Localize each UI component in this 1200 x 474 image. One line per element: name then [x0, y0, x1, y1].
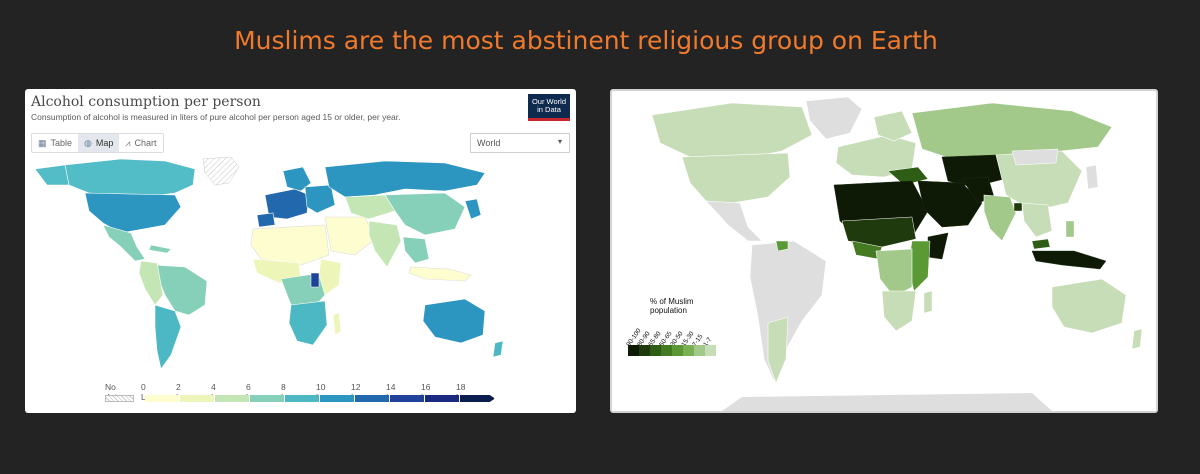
map-region-china	[384, 192, 466, 236]
muslim-legend-swatch	[672, 345, 683, 356]
muslim-legend-title: % of Muslim population	[650, 297, 694, 315]
muslim-legend-swatches	[628, 345, 716, 356]
view-tabs: ▦ Table ◍ Map ⩘ Chart	[31, 133, 164, 153]
owid-logo[interactable]: Our World in Data	[528, 94, 570, 121]
map-region-indonesia	[408, 266, 472, 282]
line-chart-icon: ⩘	[125, 137, 131, 148]
map-region-usa	[84, 192, 182, 234]
map-region-madagascar	[332, 312, 342, 336]
map-region-balkans-turkey	[887, 166, 929, 186]
map-region-north-africa	[250, 224, 330, 266]
map-region-japan	[1085, 164, 1099, 190]
map-region-korea-japan	[464, 198, 482, 220]
map-region-middle-east	[324, 216, 376, 256]
map-region-se-asia	[402, 236, 430, 264]
tab-map[interactable]: ◍ Map	[78, 134, 120, 152]
legend-no-data-swatch	[105, 395, 134, 402]
map-region-alaska	[34, 164, 70, 186]
legend-tick-label: 0 L	[141, 382, 146, 402]
map-region-se-asia	[1021, 202, 1053, 238]
table-icon: ▦	[38, 137, 47, 148]
muslim-legend-swatch	[639, 345, 650, 356]
map-region-central-asia	[344, 194, 396, 220]
muslim-map-panel: % of Muslim population 90-100 80-90 65-80 5…	[610, 89, 1158, 413]
tab-chart[interactable]: ⩘ Chart	[125, 137, 157, 149]
map-region-southern-africa	[288, 300, 328, 346]
map-region-antarctica	[722, 393, 1052, 411]
map-region-india	[983, 194, 1017, 242]
muslim-legend-swatch	[628, 345, 639, 356]
muslim-legend-swatch	[650, 345, 661, 356]
map-region-eastern-europe	[304, 184, 336, 214]
map-region-new-zealand	[1131, 328, 1143, 350]
map-region-russia	[324, 160, 486, 198]
region-select[interactable]: World ▾	[470, 133, 570, 153]
map-region-brazil	[152, 264, 208, 316]
map-region-central-africa	[875, 248, 913, 298]
map-region-madagascar	[923, 290, 933, 314]
globe-icon: ◍	[84, 137, 92, 148]
legend-color-swatch	[355, 395, 390, 402]
map-region-indonesia	[1031, 250, 1107, 270]
legend-color-swatch	[320, 395, 355, 402]
map-region-philippines	[1065, 220, 1075, 238]
muslim-legend-swatch	[705, 345, 716, 356]
legend-color-bar	[145, 395, 495, 402]
legend-color-swatch	[285, 395, 320, 402]
map-region-scandinavia	[873, 110, 913, 142]
legend-color-swatch	[390, 395, 425, 402]
map-region-argentina	[767, 316, 789, 384]
muslim-legend-swatch	[683, 345, 694, 356]
alcohol-map-panel: Alcohol consumption per person Consumpti…	[25, 89, 576, 413]
muslim-legend-swatch	[694, 345, 705, 356]
map-region-iberia	[256, 212, 276, 228]
map-region-greenland	[202, 156, 240, 186]
map-region-uganda	[310, 272, 320, 288]
map-region-mexico	[102, 224, 146, 262]
legend-color-swatch	[250, 395, 285, 402]
legend-color-swatch	[215, 395, 250, 402]
map-region-australia	[422, 298, 486, 344]
map-region-india	[368, 220, 402, 268]
muslim-world-map[interactable]	[612, 91, 1156, 411]
map-region-malaysia	[1031, 238, 1051, 250]
map-region-caribbean	[148, 244, 172, 254]
chart-subtitle: Consumption of alcohol is measured in li…	[31, 112, 401, 122]
map-region-greenland	[805, 96, 863, 140]
map-region-middle-east	[917, 180, 983, 228]
map-region-canada	[651, 102, 813, 162]
chart-title: Alcohol consumption per person	[31, 94, 261, 110]
map-region-usa	[681, 152, 791, 204]
map-region-southern-cone	[154, 304, 182, 370]
map-region-horn-of-africa	[927, 232, 949, 260]
map-region-mexico	[705, 200, 763, 242]
map-region-new-zealand	[492, 340, 504, 358]
map-region-china	[995, 150, 1083, 212]
map-region-east-africa	[318, 258, 342, 296]
map-region-south-america	[749, 240, 827, 382]
map-region-southern-africa	[881, 290, 917, 332]
headline: Muslims are the most abstinent religious…	[234, 26, 938, 55]
tab-table[interactable]: ▦ Table	[38, 137, 73, 149]
chevron-down-icon: ▾	[557, 137, 562, 146]
map-region-canada	[64, 158, 196, 198]
alcohol-world-map[interactable]	[25, 155, 576, 380]
legend-color-swatch	[145, 395, 180, 402]
muslim-legend-swatch	[661, 345, 672, 356]
map-region-mongolia	[1011, 148, 1059, 166]
map-region-sahel	[841, 216, 917, 248]
map-region-guyana-suriname	[775, 240, 789, 252]
map-region-bangladesh	[1013, 202, 1023, 212]
legend-color-swatch	[180, 395, 215, 402]
map-region-australia	[1051, 278, 1127, 334]
map-region-russia	[911, 102, 1113, 160]
legend-color-swatch	[460, 395, 495, 402]
legend-color-swatch	[425, 395, 460, 402]
